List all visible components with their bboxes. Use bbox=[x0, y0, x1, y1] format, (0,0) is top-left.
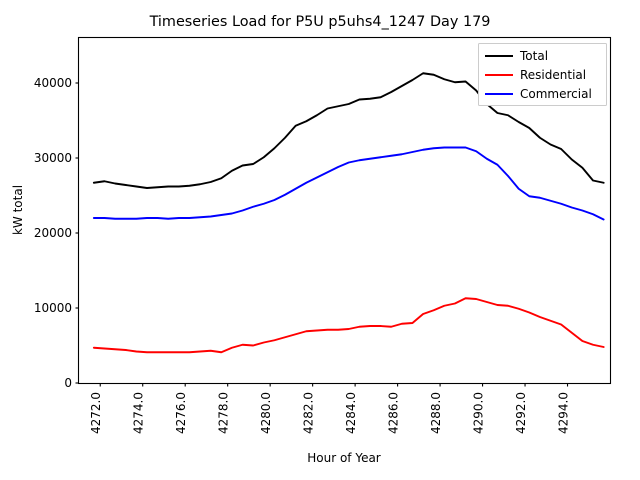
y-tick-label: 40000 bbox=[34, 76, 72, 90]
x-tick-label: 4292.0 bbox=[514, 392, 528, 434]
series-line-total bbox=[92, 72, 605, 189]
axes-frame bbox=[77, 36, 612, 385]
legend-label-commercial: Commercial bbox=[520, 87, 592, 101]
y-tick-label: 0 bbox=[64, 376, 72, 390]
y-tick-label: 10000 bbox=[34, 301, 72, 315]
chart-title: Timeseries Load for P5U p5uhs4_1247 Day … bbox=[149, 14, 491, 30]
x-tick-label: 4288.0 bbox=[429, 392, 443, 434]
chart-legend: Total Residential Commercial bbox=[478, 43, 607, 106]
x-tick-label: 4278.0 bbox=[217, 392, 231, 434]
series-group bbox=[92, 72, 605, 354]
x-tick-label: 4290.0 bbox=[472, 392, 486, 434]
x-tick-label: 4286.0 bbox=[387, 392, 401, 434]
x-tick-label: 4272.0 bbox=[89, 392, 103, 434]
axes-spines bbox=[77, 36, 612, 385]
y-axis-label: kW total bbox=[11, 185, 25, 235]
series-line-residential bbox=[92, 297, 605, 354]
x-axis-label: Hour of Year bbox=[307, 451, 381, 465]
legend-frame bbox=[478, 43, 607, 106]
x-tick-label: 4280.0 bbox=[259, 392, 273, 434]
legend-label-residential: Residential bbox=[520, 68, 586, 82]
x-tick-label: 4276.0 bbox=[174, 392, 188, 434]
x-tick-label: 4274.0 bbox=[132, 392, 146, 434]
y-tick-label: 20000 bbox=[34, 226, 72, 240]
series-line-commercial bbox=[92, 146, 605, 221]
x-tick-label: 4294.0 bbox=[557, 392, 571, 434]
y-tick-label: 30000 bbox=[34, 151, 72, 165]
y-axis-ticks: 0 10000 20000 30000 40000 bbox=[34, 76, 79, 390]
x-tick-label: 4282.0 bbox=[302, 392, 316, 434]
legend-label-total: Total bbox=[519, 49, 548, 63]
x-axis-ticks: 4272.0 4274.0 4276.0 4278.0 4280.0 4282.0 4284… bbox=[89, 383, 571, 434]
x-tick-label: 4284.0 bbox=[344, 392, 358, 434]
